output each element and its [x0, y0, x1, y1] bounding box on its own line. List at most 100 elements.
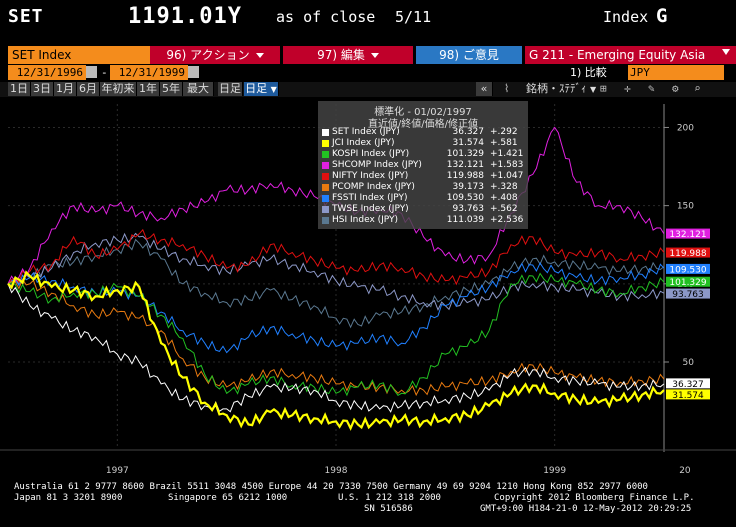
period-mode-select[interactable]: 日足 ▼ [244, 82, 279, 96]
calendar-icon[interactable] [188, 66, 199, 78]
legend-row[interactable]: JCI Index (JPY) 31.574 +.581 [322, 138, 526, 149]
legend-name: SET Index (JPY) [332, 127, 400, 137]
legend-change: +.292 [490, 127, 518, 137]
as-of-date: 5/11 [395, 8, 432, 26]
legend-last: 111.039 [446, 215, 484, 225]
legend-last: 36.327 [452, 127, 485, 137]
legend-name: JCI Index (JPY) [332, 138, 395, 148]
x-tick-label: 20 [679, 466, 691, 476]
zoom-icon[interactable]: ⊞ [600, 82, 607, 95]
legend-swatch [322, 206, 329, 213]
period-button[interactable]: 5年 [160, 82, 183, 96]
last-value-label: 31.574 [672, 391, 704, 401]
menu-bar: SET Index 96) アクション 97) 編集 98) ご意見 G 211… [0, 46, 736, 64]
legend-swatch [322, 217, 329, 224]
last-value-label: 119.988 [669, 249, 706, 259]
footer: Australia 61 2 9777 8600 Brazil 5511 304… [0, 480, 736, 527]
collapse-button[interactable]: « [476, 82, 493, 96]
line-chart-icon[interactable]: ⌇ [504, 82, 510, 95]
search-icon[interactable]: ⌕ [694, 82, 701, 95]
edit-menu[interactable]: 97) 編集 [283, 46, 413, 64]
period-button[interactable]: 3日 [31, 82, 54, 96]
x-axis: 1997 1998 1999 20 [106, 466, 691, 476]
x-tick-label: 1998 [325, 466, 348, 476]
crosshair-icon[interactable]: ✛ [624, 82, 631, 95]
legend-swatch [322, 173, 329, 180]
last-value-tag [666, 263, 710, 274]
series-line [7, 270, 665, 431]
ticker-symbol: SET [8, 6, 44, 27]
edit-menu-label: 97) 編集 [317, 48, 365, 62]
chevron-down-icon[interactable] [722, 49, 730, 55]
footer-timestamp: GMT+9:00 H184-21-0 12-May-2012 20:29:25 [480, 504, 692, 514]
studies-menu[interactable]: 銘柄・ｽﾃﾃﾞｨ ▼ [526, 82, 596, 97]
last-value-label: 132.121 [669, 230, 706, 240]
legend-row[interactable]: PCOMP Index (JPY) 39.173 +.328 [322, 182, 526, 193]
period-toolbar: 1日 3日 1月 6月 年初来 1年 5年 最大 日足 日足 ▼ « ⌇ 銘柄・… [0, 82, 736, 97]
end-date-input[interactable]: 12/31/1999 [110, 65, 188, 80]
legend-last: 132.121 [446, 160, 484, 170]
period-button[interactable]: 年初来 [100, 82, 137, 96]
legend-name: PCOMP Index (JPY) [332, 182, 415, 192]
footer-contact-japan: Japan 81 3 3201 8900 [14, 493, 123, 503]
last-value-tag [666, 378, 710, 389]
start-date-input[interactable]: 12/31/1996 [8, 65, 86, 80]
currency-select[interactable]: JPY [628, 65, 724, 80]
actions-menu-label: 96) アクション [166, 48, 250, 62]
compare-button[interactable]: 1) 比較 [570, 66, 607, 79]
legend-title: 標準化 - 01/02/1997 [374, 107, 472, 118]
feedback-menu[interactable]: 98) ご意見 [416, 46, 522, 64]
legend-name: KOSPI Index (JPY) [332, 149, 410, 159]
series-line [7, 228, 665, 286]
footer-copyright: Copyright 2012 Bloomberg Finance L.P. [494, 493, 695, 503]
y-tick-label: 200 [677, 123, 694, 133]
calendar-icon[interactable] [86, 66, 97, 78]
period-button[interactable]: 1日 [8, 82, 31, 96]
chevron-down-icon [370, 53, 379, 58]
legend-row[interactable]: SET Index (JPY) 36.327 +.292 [322, 127, 526, 138]
footer-contact-singapore: Singapore 65 6212 1000 [168, 493, 288, 503]
legend-row[interactable]: SHCOMP Index (JPY) 132.121 +1.583 [322, 160, 526, 171]
legend-last: 31.574 [452, 138, 485, 148]
last-value-label: 36.327 [672, 380, 704, 390]
x-tick-label: 1997 [106, 466, 129, 476]
legend-swatch [322, 129, 329, 136]
security-field[interactable]: SET Index [8, 46, 152, 64]
last-value-labels: 132.121 119.988 109.530 101.329 93.763 36.327… [666, 228, 710, 401]
legend-swatch [322, 195, 329, 202]
period-scale-label: 日足 [218, 82, 243, 96]
period-button[interactable]: 1年 [137, 82, 160, 96]
period-button[interactable]: 6月 [77, 82, 100, 96]
legend-name: HSI Index (JPY) [332, 215, 399, 225]
chevron-down-icon [255, 53, 264, 58]
legend-row[interactable]: HSI Index (JPY) 111.039 +2.536 [322, 215, 526, 226]
legend-change: +1.583 [490, 160, 524, 170]
market-sector-label: Index [603, 8, 649, 26]
legend-change: +1.421 [490, 149, 524, 159]
period-button[interactable]: 最大 [183, 82, 214, 96]
legend-name: SHCOMP Index (JPY) [332, 160, 422, 170]
legend-last: 39.173 [452, 182, 485, 192]
last-value-tag [666, 228, 710, 239]
as-of-label: as of close [276, 8, 376, 26]
period-button[interactable]: 1月 [54, 82, 77, 96]
legend-change: +.328 [490, 182, 518, 192]
legend-row[interactable]: FSSTI Index (JPY) 109.530 +.408 [322, 193, 526, 204]
settings-icon[interactable]: ⚙ [672, 82, 679, 95]
title-bar: SET 1191.01Y as of close 5/11 Index G [0, 0, 736, 44]
range-separator: - [101, 66, 108, 79]
y-axis: 20015010050 [664, 123, 694, 368]
legend-change: +.408 [490, 193, 518, 203]
footer-contacts-line1: Australia 61 2 9777 8600 Brazil 5511 304… [14, 482, 648, 492]
edit-icon[interactable]: ✎ [648, 82, 655, 95]
legend-row[interactable]: TWSE Index (JPY) 93.763 +.562 [322, 204, 526, 215]
legend-row[interactable]: NIFTY Index (JPY) 119.988 +1.047 [322, 171, 526, 182]
legend-row[interactable]: KOSPI Index (JPY) 101.329 +1.421 [322, 149, 526, 160]
y-tick-label: 150 [677, 202, 694, 212]
series-line [7, 278, 665, 397]
legend-change: +.581 [490, 138, 518, 148]
period-mode-label: 日足 [245, 82, 268, 95]
footer-contact-us: U.S. 1 212 318 2000 [338, 493, 441, 503]
actions-menu[interactable]: 96) アクション [150, 46, 280, 64]
